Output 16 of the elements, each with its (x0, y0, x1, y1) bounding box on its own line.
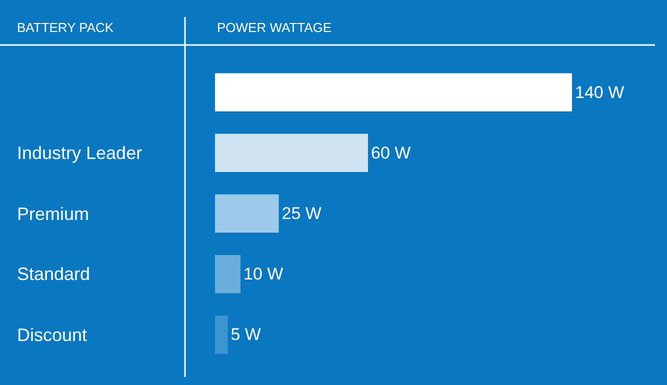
bar (215, 73, 572, 112)
bar (215, 316, 228, 354)
data-label: 60 W (371, 143, 411, 162)
y-tick-label: Premium (17, 204, 90, 224)
bar (215, 255, 240, 294)
data-label: 25 W (282, 204, 322, 223)
data-label: 140 W (575, 82, 624, 102)
y-tick-label: Industry Leader (17, 143, 142, 163)
y-tick-label: Standard (17, 264, 90, 284)
bar (215, 194, 279, 233)
y-axis-title: BATTERY PACK (17, 20, 114, 35)
y-tick-label: Discount (17, 325, 88, 345)
data-label: 5 W (230, 325, 261, 344)
bar (215, 134, 368, 172)
data-label: 10 W (244, 264, 284, 284)
x-axis-title: POWER WATTAGE (217, 20, 332, 35)
